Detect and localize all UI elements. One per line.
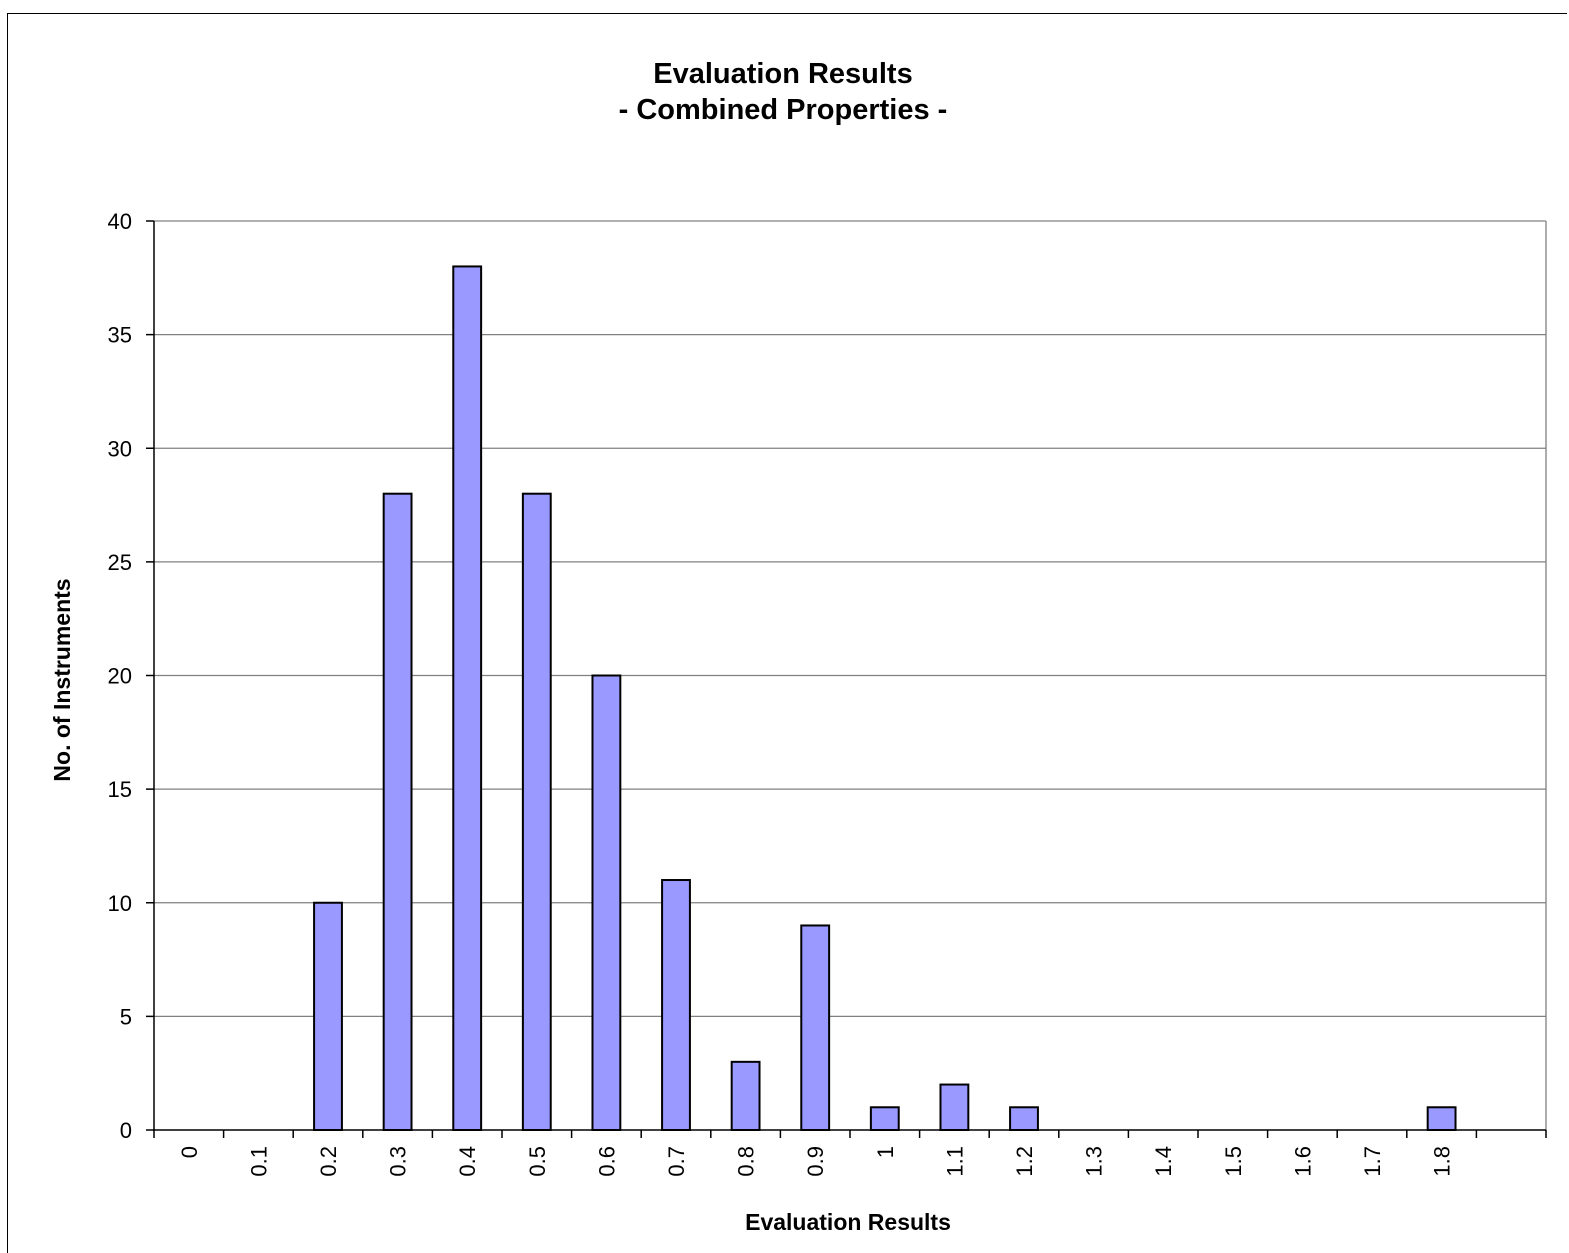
y-tick-label: 5 [120, 1004, 132, 1029]
chart-frame [7, 13, 1567, 1253]
y-tick-label: 0 [120, 1118, 132, 1143]
axes [146, 220, 1547, 1138]
x-tick-label: 0.7 [664, 1146, 689, 1177]
bar-1.8 [1426, 1106, 1457, 1132]
y-tick-label: 35 [108, 323, 132, 348]
x-tick-label: 1.8 [1430, 1146, 1455, 1177]
y-tick-label: 15 [108, 777, 132, 802]
y-tick-label: 20 [108, 664, 132, 689]
bar-0.2 [313, 901, 343, 1131]
y-tick-label: 10 [108, 891, 132, 916]
x-tick-label: 0.5 [525, 1146, 550, 1177]
bar-0.7 [661, 879, 691, 1132]
x-tick-label: 0.1 [246, 1146, 271, 1177]
bar-0.6 [591, 674, 622, 1131]
x-tick-label: 0.4 [455, 1146, 480, 1177]
gridlines [154, 220, 1547, 1130]
chart-title-line-1: Evaluation Results [653, 58, 912, 90]
x-tick-label: 1.1 [942, 1146, 967, 1177]
bar-0.5 [521, 492, 552, 1131]
x-tick-label: 1 [873, 1146, 898, 1158]
x-tick-label: 1.5 [1221, 1146, 1246, 1177]
x-tick-label: 0.9 [803, 1146, 828, 1177]
x-tick-label: 1.4 [1151, 1146, 1176, 1177]
x-tick-label: 0.2 [316, 1146, 341, 1177]
y-axis-title: No. of Instruments [49, 578, 75, 781]
x-tick-label: 0.8 [734, 1146, 759, 1177]
x-tick-labels: 0 0.1 0.2 0.3 0.4 0.5 0.6 0.7 0.8 0.9 1 1.1 1.2 1.3 1.… [177, 1146, 1455, 1177]
bar-1.2 [1009, 1106, 1039, 1132]
x-tick-label: 1.6 [1290, 1146, 1315, 1177]
bars [313, 265, 1457, 1132]
y-tick-label: 25 [108, 550, 132, 575]
x-tick-label: 1.7 [1360, 1146, 1385, 1177]
bar-0.3 [382, 492, 413, 1131]
bar-1 [869, 1106, 900, 1132]
x-tick-label: 0.6 [594, 1146, 619, 1177]
y-tick-label: 30 [108, 436, 132, 461]
bar-0.4 [452, 265, 483, 1131]
y-tick-labels: 0 5 10 15 20 25 30 35 40 [108, 209, 132, 1143]
bar-0.8 [730, 1060, 761, 1131]
chart-title-line-2: - Combined Properties - [619, 94, 948, 126]
x-tick-label: 0 [177, 1146, 202, 1158]
x-axis-title: Evaluation Results [745, 1209, 951, 1235]
bar-0.9 [800, 924, 831, 1131]
bar-1.1 [939, 1083, 970, 1132]
x-tick-label: 1.3 [1082, 1146, 1107, 1177]
x-tick-label: 1.2 [1012, 1146, 1037, 1177]
y-tick-label: 40 [108, 209, 132, 234]
x-tick-label: 0.3 [386, 1146, 411, 1177]
